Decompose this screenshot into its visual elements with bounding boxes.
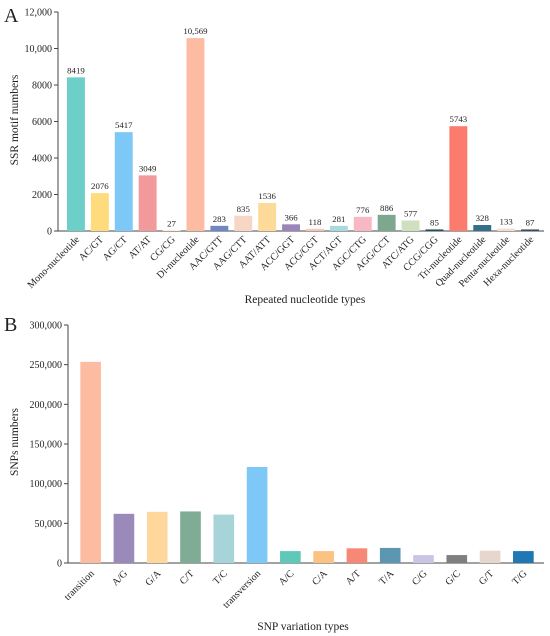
a-category-label: AG/CT [101,234,130,263]
b-bar [113,513,135,563]
plot-area-b: 0 50,000 100,000 150,000 200,000 250,000 300,0… [30,321,544,611]
a-y-tick-label: 2000 [32,190,52,201]
b-y-tick-label: 100,000 [30,479,63,490]
b-category-label: A/G [110,568,130,588]
y-axis-title-b: SNPs numbers [9,407,21,476]
panel-a: A SSR motif numbers Repeated nucleotide … [4,5,544,306]
b-bar [346,548,368,563]
a-bar [282,224,301,231]
a-data-label: 27 [167,218,176,228]
b-category-label: C/T [178,568,197,587]
b-bar [246,467,268,563]
a-y-tick-label: 4000 [32,154,52,165]
a-data-label: 3049 [139,163,157,173]
a-bar [186,38,205,231]
a-data-label: 118 [309,217,322,227]
a-bar [449,126,468,231]
b-bar [180,511,201,563]
a-data-label: 87 [526,217,535,227]
a-bar [305,228,324,231]
a-bar [497,228,516,231]
panel-letter-b: B [4,314,17,336]
b-bar [146,511,168,563]
b-category-label: A/T [344,568,363,587]
b-bar [379,547,401,563]
a-y-tick-label: 12,000 [25,8,53,19]
a-bar [425,229,444,231]
y-axis-title-a: SSR motif numbers [9,74,21,165]
a-category-label: Mono-nucleotide [26,234,83,291]
a-bar [258,202,277,231]
a-bar [353,216,372,231]
b-y-tick-label: 300,000 [30,321,63,332]
a-bar [521,229,540,231]
b-category-label: A/C [277,568,297,588]
a-data-label: 85 [430,217,439,227]
b-category-label: G/T [477,568,496,587]
a-data-label: 886 [380,203,394,213]
a-y-tick-label: 0 [47,227,52,238]
b-category-label: transition [62,568,96,602]
b-category-label: G/C [443,568,463,588]
b-bar [213,514,235,563]
b-bar [313,551,334,563]
b-y-tick-label: 200,000 [30,400,63,411]
a-y-tick-label: 8000 [32,81,52,92]
b-bar [513,551,534,563]
b-category-label: T/A [377,568,397,588]
panel-letter-a: A [4,5,19,27]
panel-b: B SNPs numbers SNP variation types 0 50,0… [4,314,544,633]
a-bar [377,214,396,231]
a-bar [66,77,85,232]
b-category-label: G/A [143,568,164,589]
a-data-label: 5743 [450,114,468,124]
b-y-tick-label: 250,000 [30,360,63,371]
a-data-label: 133 [500,217,514,227]
b-y-tick-label: 150,000 [30,440,63,451]
a-bar [210,225,229,231]
a-bar [401,220,420,231]
a-data-label: 8419 [67,65,85,75]
a-data-label: 2076 [91,181,109,191]
a-category-label: AC/GT [77,234,106,263]
a-data-label: 328 [476,213,490,223]
b-bar [479,550,501,563]
b-category-label: C/G [410,568,430,588]
a-bar [162,230,181,231]
a-data-label: 577 [404,208,418,218]
plot-area-a: 0 2000 4000 6000 8000 10,000 12,000 8419 Mono-nu… [25,8,544,291]
a-y-tick-label: 6000 [32,117,52,128]
b-category-label: T/C [211,568,230,587]
a-data-label: 1536 [258,191,276,201]
a-bar [90,193,109,231]
a-data-label: 283 [213,214,227,224]
b-bar [413,555,434,563]
a-bar [234,215,253,231]
a-y-tick-label: 10,000 [25,44,53,55]
b-category-label: C/A [310,568,330,588]
b-y-tick-label: 50,000 [35,519,63,530]
b-bar [280,551,301,563]
b-category-label: T/G [510,568,529,587]
a-data-label: 835 [237,204,251,214]
a-bar [473,225,492,231]
a-bar [114,132,133,231]
a-bar [329,225,348,231]
a-data-label: 776 [356,205,370,215]
x-axis-title-b: SNP variation types [257,621,349,633]
a-bar [138,175,157,231]
b-bar [80,361,101,563]
x-axis-title-a: Repeated nucleotide types [245,294,366,306]
a-data-label: 366 [284,212,298,222]
a-data-label: 281 [332,214,345,224]
a-data-label: 5417 [115,120,133,130]
b-y-tick-label: 0 [57,559,62,570]
b-bar [446,555,468,563]
a-data-label: 10,569 [183,26,208,36]
